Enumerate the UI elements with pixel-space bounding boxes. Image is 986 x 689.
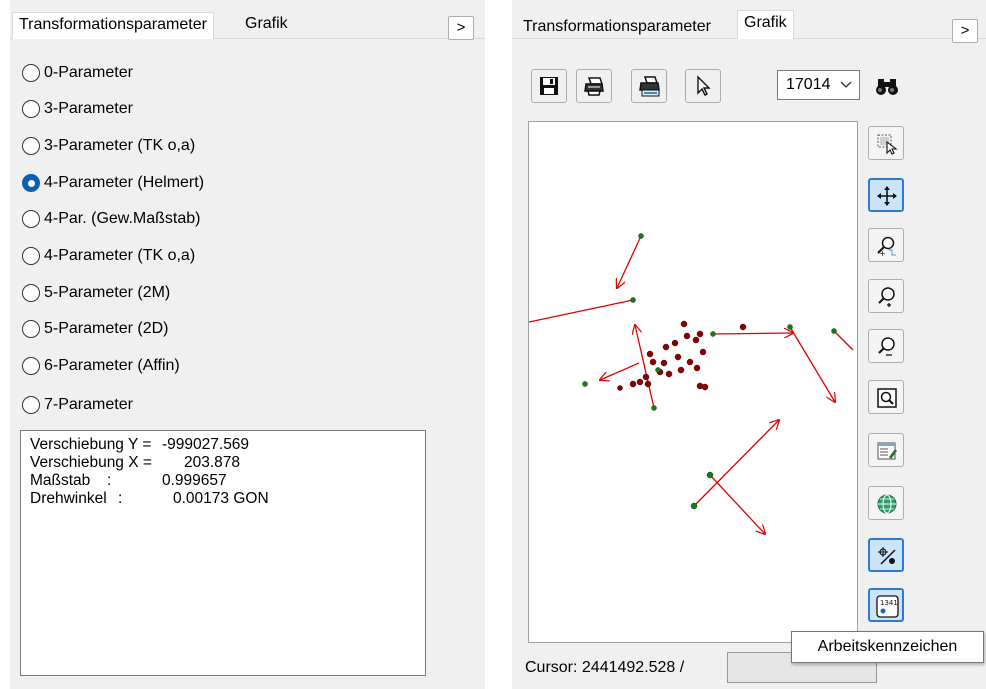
point-number-button[interactable]: 1341 bbox=[868, 588, 904, 622]
option-label: 7-Parameter bbox=[44, 396, 133, 413]
print-button[interactable] bbox=[576, 69, 612, 103]
expand-button[interactable]: > bbox=[952, 19, 978, 43]
print-icon bbox=[584, 77, 604, 96]
residual-plot bbox=[529, 233, 854, 643]
result-scale-sep: : bbox=[107, 472, 112, 489]
svg-text:+: + bbox=[879, 249, 886, 257]
option-label: 6-Parameter (Affin) bbox=[44, 357, 180, 374]
result-scale-label: Maßstab bbox=[30, 472, 91, 489]
tab-transformationsparameter[interactable]: Transformationsparameter bbox=[523, 18, 711, 35]
result-shift-x-value: 203.878 bbox=[184, 454, 241, 471]
option-label: 4-Parameter (TK o,a) bbox=[44, 247, 196, 264]
graphics-panel: Transformationsparameter Grafik > bbox=[512, 0, 986, 689]
option-3-parameter-tk[interactable]: 3-Parameter (TK o,a) bbox=[22, 134, 195, 158]
expand-button[interactable]: > bbox=[448, 16, 474, 40]
pan-button[interactable] bbox=[868, 178, 904, 212]
zoom-out-button[interactable] bbox=[868, 329, 904, 363]
option-5-parameter-2d[interactable]: 5-Parameter (2D) bbox=[22, 317, 168, 341]
layer-value: 17014 bbox=[786, 76, 831, 93]
option-5-parameter-2m[interactable]: 5-Parameter (2M) bbox=[22, 281, 170, 305]
radio-button[interactable] bbox=[22, 64, 40, 82]
zoom-extent-button[interactable] bbox=[868, 380, 904, 414]
option-label: 5-Parameter (2D) bbox=[44, 320, 169, 337]
binoculars-icon bbox=[876, 79, 898, 95]
option-7-parameter[interactable]: 7-Parameter bbox=[22, 393, 133, 417]
residuals-button[interactable] bbox=[868, 538, 904, 572]
radio-button[interactable] bbox=[22, 320, 40, 338]
left-tabbar: Transformationsparameter Grafik bbox=[10, 0, 485, 39]
control-points bbox=[617, 320, 747, 391]
option-4-parameter-helmert[interactable]: 4-Parameter (Helmert) bbox=[22, 171, 204, 195]
radio-button[interactable] bbox=[22, 357, 40, 375]
result-rotation-label: Drehwinkel bbox=[30, 490, 107, 507]
properties-button[interactable] bbox=[868, 433, 904, 467]
tooltip: Arbeitskennzeichen bbox=[791, 631, 984, 663]
result-rotation-sep: : bbox=[118, 490, 123, 507]
residual-vectors bbox=[529, 235, 854, 534]
point-number-icon: 1341 bbox=[876, 595, 899, 618]
zoom-window-icon bbox=[877, 134, 898, 155]
zoom-dynamic-icon: + bbox=[877, 236, 896, 257]
option-label: 3-Parameter (TK o,a) bbox=[44, 137, 196, 154]
zoom-in-button[interactable] bbox=[868, 279, 904, 313]
radio-button-selected[interactable] bbox=[22, 174, 40, 192]
chevron-down-icon bbox=[840, 81, 852, 88]
option-label: 4-Par. (Gew.Maßstab) bbox=[44, 210, 201, 227]
coordinate-system-button[interactable] bbox=[868, 486, 904, 520]
select-button[interactable] bbox=[685, 69, 721, 103]
radio-button[interactable] bbox=[22, 100, 40, 118]
transformation-panel: Transformationsparameter Grafik > 0-Para… bbox=[10, 0, 485, 689]
option-3-parameter[interactable]: 3-Parameter bbox=[22, 97, 133, 121]
radio-button[interactable] bbox=[22, 137, 40, 155]
tab-grafik[interactable]: Grafik bbox=[245, 15, 288, 32]
option-0-parameter[interactable]: 0-Parameter bbox=[22, 61, 133, 85]
globe-icon bbox=[877, 494, 897, 514]
layer-dropdown[interactable]: 17014 bbox=[777, 70, 860, 100]
result-shift-x-label: Verschiebung X = bbox=[30, 454, 152, 471]
tab-transformationsparameter[interactable]: Transformationsparameter bbox=[12, 12, 214, 39]
print-preview-icon bbox=[639, 76, 660, 97]
option-label: 5-Parameter (2M) bbox=[44, 284, 171, 301]
option-label: 3-Parameter bbox=[44, 100, 133, 117]
save-icon bbox=[540, 77, 558, 95]
pan-icon bbox=[877, 186, 897, 206]
status-bar: Cursor: 2441492.528 / bbox=[512, 645, 986, 689]
zoom-dynamic-button[interactable]: + bbox=[868, 228, 904, 262]
result-shift-y-value: -999027.569 bbox=[162, 436, 250, 453]
result-rotation-value: 0.00173 GON bbox=[173, 490, 269, 507]
radio-button[interactable] bbox=[22, 284, 40, 302]
residual-vector-icon bbox=[878, 547, 896, 565]
zoom-in-icon bbox=[878, 287, 895, 307]
zoom-window-button[interactable] bbox=[868, 126, 904, 160]
point-number-badge: 1341 bbox=[880, 599, 898, 607]
graphics-canvas[interactable] bbox=[528, 121, 858, 643]
save-button[interactable] bbox=[531, 69, 567, 103]
option-4-par-gew-massstab[interactable]: 4-Par. (Gew.Maßstab) bbox=[22, 207, 201, 231]
option-label: 0-Parameter bbox=[44, 64, 133, 81]
reference-points bbox=[582, 233, 837, 510]
option-4-parameter-tk[interactable]: 4-Parameter (TK o,a) bbox=[22, 244, 195, 268]
result-scale-value: 0.999657 bbox=[162, 472, 227, 489]
option-label: 4-Parameter (Helmert) bbox=[44, 174, 205, 191]
result-shift-y-label: Verschiebung Y = bbox=[30, 436, 152, 453]
radio-button[interactable] bbox=[22, 210, 40, 228]
tab-grafik[interactable]: Grafik bbox=[737, 10, 794, 39]
result-textbox[interactable]: Verschiebung Y = -999027.569 Verschiebun… bbox=[20, 430, 426, 676]
right-tabbar: Transformationsparameter Grafik bbox=[512, 0, 986, 39]
pointer-icon bbox=[697, 75, 711, 96]
cursor-coordinates: Cursor: 2441492.528 / bbox=[525, 659, 685, 676]
find-button[interactable] bbox=[868, 69, 904, 103]
option-6-parameter-affin[interactable]: 6-Parameter (Affin) bbox=[22, 354, 180, 378]
radio-button[interactable] bbox=[22, 396, 40, 414]
zoom-extent-icon bbox=[877, 388, 897, 408]
print-preview-button[interactable] bbox=[631, 69, 667, 103]
radio-button[interactable] bbox=[22, 247, 40, 265]
zoom-out-icon bbox=[878, 337, 895, 356]
properties-icon bbox=[877, 442, 897, 460]
